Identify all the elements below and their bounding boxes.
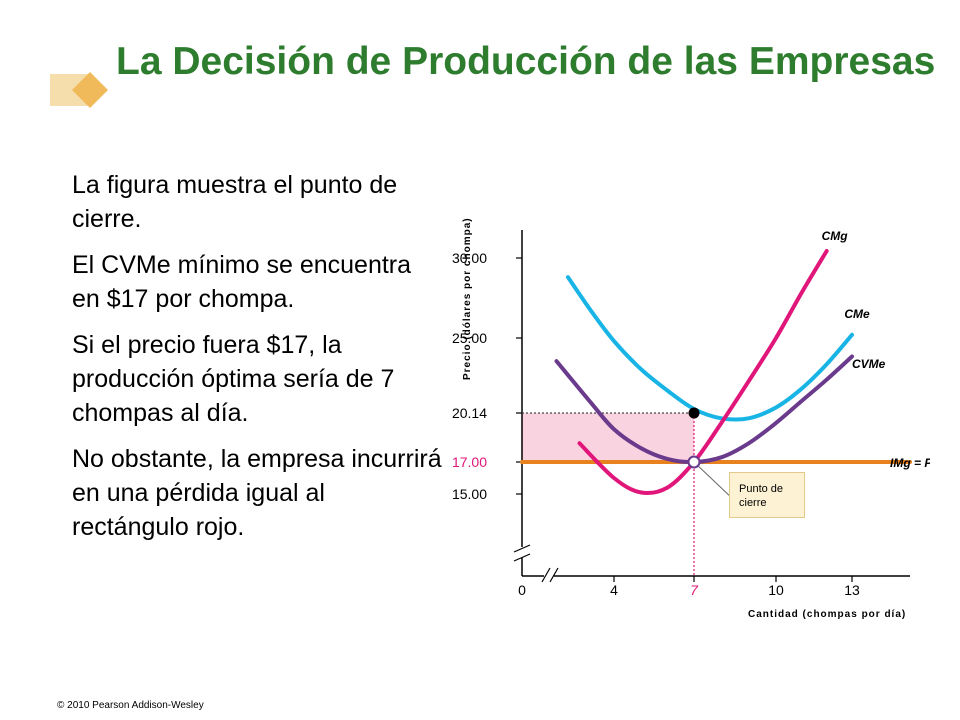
marginal-revenue-label: IMg = P <box>890 456 930 470</box>
bullet-2: El CVMe mínimo se encuentra en $17 por c… <box>72 251 412 313</box>
y-tick-label: 20.14 <box>452 405 487 421</box>
shutdown-point <box>687 455 701 469</box>
y-tick-label: 15.00 <box>452 486 487 502</box>
y-axis-break-mark <box>513 544 531 553</box>
y-tick-label: 30.00 <box>452 250 487 266</box>
x-tick-label: 0 <box>518 582 526 598</box>
x-axis-break-mark <box>549 567 559 583</box>
title-accent-logo <box>50 70 108 115</box>
bullet-3: Si el precio fuera $17, la producción óp… <box>72 331 395 427</box>
shutdown-point-chart: 15.00 17.00 20.14 25.00 30.00 0 4 7 10 13 CMg CMe CV… <box>452 217 930 620</box>
y-tick-label: 17.00 <box>452 454 487 470</box>
x-tick-label: 7 <box>690 582 699 598</box>
bullet-4: No obstante, la empresa incurrirá en una… <box>72 445 442 541</box>
shutdown-callout-label: Punto de cierre <box>739 483 784 509</box>
bullet-1: La figura muestra el punto de cierre. <box>72 171 398 233</box>
average-total-cost-curve <box>566 275 854 422</box>
bullet-list: La figura muestra el punto de cierre. El… <box>72 168 444 556</box>
shutdown-callout: Punto de cierre <box>729 472 805 518</box>
x-axis-break-mark <box>541 567 551 583</box>
y-tick-label: 25.00 <box>452 330 487 346</box>
average-variable-cost-label: CVMe <box>852 357 886 371</box>
marginal-cost-curve <box>577 249 829 496</box>
y-axis-break-mark <box>513 553 531 562</box>
x-tick-label: 13 <box>844 582 860 598</box>
x-tick-label: 10 <box>768 582 784 598</box>
average-variable-cost-curve <box>554 354 854 465</box>
x-axis-title: Cantidad (chompas por día) <box>748 609 906 620</box>
average-cost-point <box>688 407 700 419</box>
copyright-notice: © 2010 Pearson Addison-Wesley <box>57 700 204 711</box>
average-total-cost-label: CMe <box>844 307 870 321</box>
callout-leader-line <box>693 461 735 501</box>
y-axis-title: Precio (dólares por chompa) <box>462 217 473 380</box>
marginal-cost-label: CMg <box>822 229 849 243</box>
slide-title: La Decisión de Producción de las Empresa… <box>116 40 936 83</box>
x-tick-label: 4 <box>610 582 618 598</box>
